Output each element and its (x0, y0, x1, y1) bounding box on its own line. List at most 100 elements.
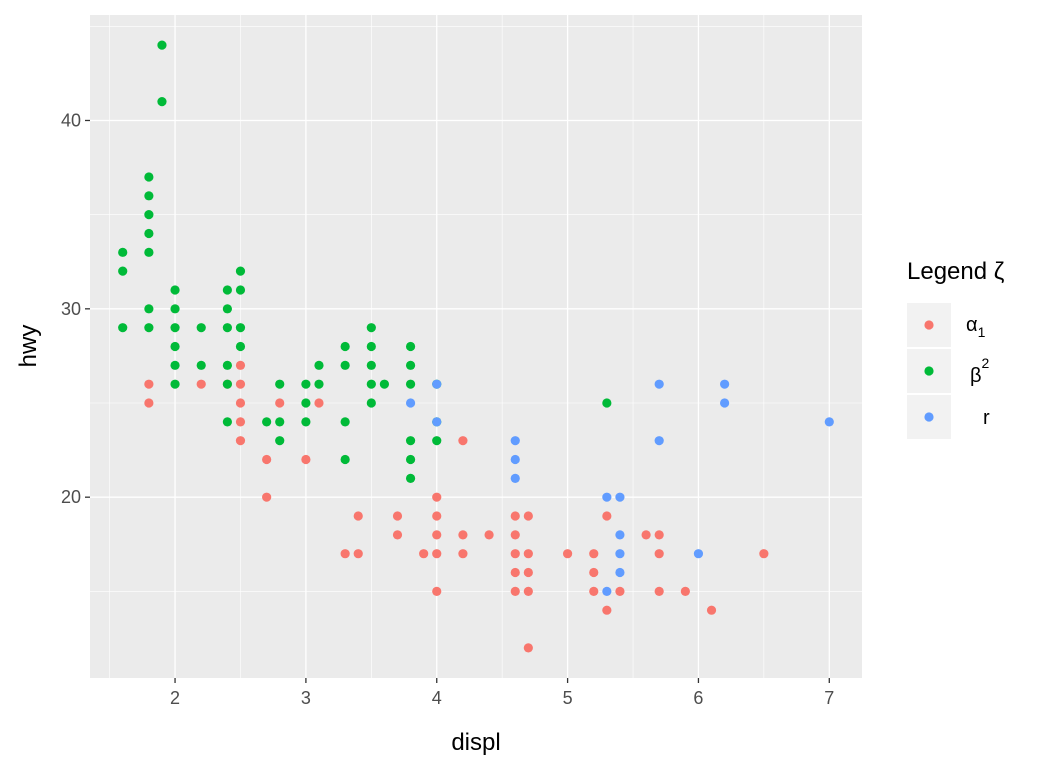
data-point-series-3 (602, 492, 612, 502)
data-point-series-1 (654, 549, 664, 559)
data-point-series-1 (484, 530, 494, 540)
data-point-series-2 (366, 379, 376, 389)
data-point-series-2 (144, 228, 154, 239)
data-point-series-1 (654, 586, 664, 596)
data-point-series-2 (405, 436, 416, 446)
data-point-series-3 (405, 398, 416, 408)
data-point-series-1 (432, 586, 442, 596)
data-point-series-1 (301, 454, 311, 465)
data-point-series-1 (654, 530, 664, 540)
data-point-series-1 (602, 605, 612, 615)
data-point-series-1 (432, 530, 442, 540)
x-axis-title: displ (451, 729, 500, 756)
legend-label-2-base: β (970, 365, 982, 387)
data-point-series-1 (562, 549, 573, 559)
data-point-series-1 (353, 549, 363, 559)
data-point-series-2 (118, 247, 128, 257)
data-point-series-1 (510, 511, 520, 521)
data-point-series-2 (196, 360, 206, 370)
data-point-series-2 (340, 417, 350, 427)
data-point-series-2 (275, 436, 285, 446)
data-point-series-2 (144, 323, 154, 333)
data-point-series-3 (824, 417, 834, 427)
data-point-series-1 (392, 530, 403, 540)
data-point-series-2 (170, 379, 180, 389)
legend-key-3 (924, 412, 934, 422)
data-point-series-2 (118, 266, 128, 276)
x-tick-label: 5 (563, 688, 573, 708)
data-point-series-1 (510, 549, 520, 559)
data-point-series-2 (275, 379, 285, 389)
data-point-series-3 (720, 379, 730, 389)
data-point-series-2 (157, 97, 167, 107)
data-point-series-1 (196, 379, 206, 389)
y-tick-label: 40 (61, 110, 81, 130)
data-point-series-2 (366, 341, 376, 352)
data-point-series-1 (235, 436, 246, 446)
x-tick-label: 6 (693, 688, 703, 708)
grid-minor (90, 15, 862, 678)
data-point-series-2 (144, 304, 154, 314)
data-point-series-2 (170, 323, 180, 333)
data-point-series-2 (275, 417, 285, 427)
data-point-series-1 (419, 549, 429, 559)
data-point-series-2 (366, 398, 376, 408)
data-point-series-1 (523, 511, 533, 521)
data-points (118, 40, 834, 653)
data-point-series-2 (301, 379, 311, 389)
data-point-series-3 (615, 567, 625, 578)
data-point-series-3 (615, 492, 625, 502)
data-point-series-2 (144, 191, 154, 201)
data-point-series-1 (235, 398, 246, 408)
data-point-series-1 (432, 511, 442, 521)
data-point-series-2 (118, 323, 128, 333)
data-point-series-2 (405, 341, 416, 352)
data-point-series-1 (510, 530, 520, 540)
data-point-series-2 (222, 323, 232, 333)
data-point-series-3 (720, 398, 730, 408)
data-point-series-3 (510, 436, 520, 446)
data-point-series-2 (144, 247, 154, 257)
data-point-series-1 (314, 398, 324, 408)
y-axis-title: hwy (15, 325, 42, 368)
data-point-series-2 (262, 417, 272, 427)
data-point-series-2 (405, 360, 416, 370)
data-point-series-3 (654, 436, 664, 446)
plot-panel (90, 15, 862, 678)
data-point-series-2 (222, 285, 232, 295)
data-point-series-2 (366, 323, 376, 333)
data-point-series-1 (510, 586, 520, 596)
data-point-series-1 (680, 586, 690, 596)
data-point-series-2 (405, 473, 416, 483)
data-point-series-2 (157, 40, 167, 50)
data-point-series-1 (602, 511, 612, 521)
legend-label-1: α1 (966, 314, 986, 340)
data-point-series-3 (654, 379, 664, 389)
data-point-series-2 (222, 360, 232, 370)
data-point-series-1 (523, 643, 533, 653)
data-point-series-1 (706, 605, 717, 615)
data-point-series-1 (353, 511, 363, 521)
y-tick-label: 20 (61, 487, 81, 507)
data-point-series-2 (196, 323, 206, 333)
data-point-series-1 (262, 492, 272, 502)
data-point-series-2 (340, 454, 350, 465)
data-point-series-2 (314, 360, 324, 370)
data-point-series-1 (340, 549, 350, 559)
data-point-series-1 (432, 492, 442, 502)
data-point-series-1 (144, 398, 154, 408)
data-point-series-1 (641, 530, 651, 540)
data-point-series-1 (392, 511, 403, 521)
data-point-series-3 (432, 417, 442, 427)
data-point-series-3 (602, 586, 612, 596)
data-point-series-2 (170, 341, 180, 352)
data-point-series-2 (602, 398, 612, 408)
legend-label-1-base: α (966, 314, 978, 336)
x-tick-label: 2 (170, 688, 180, 708)
data-point-series-1 (759, 549, 769, 559)
data-point-series-2 (170, 304, 180, 314)
data-point-series-1 (589, 567, 599, 578)
data-point-series-2 (432, 436, 442, 446)
data-point-series-2 (301, 398, 311, 408)
